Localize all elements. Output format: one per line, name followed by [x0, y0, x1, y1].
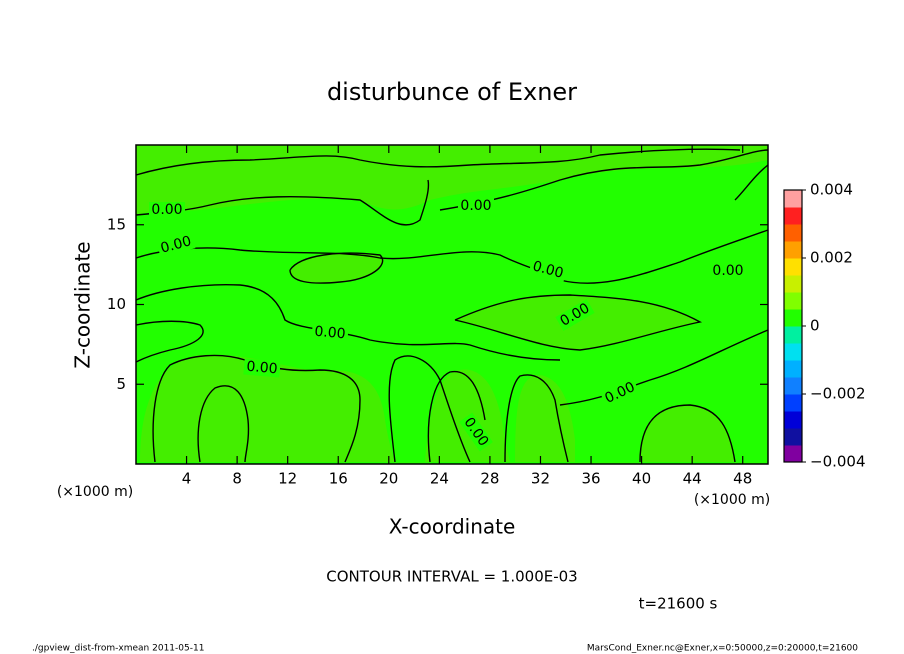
- colorbar-bin: [784, 241, 802, 259]
- x-tick-label: 36: [581, 470, 600, 488]
- colorbar-bin: [784, 411, 802, 429]
- contour-line: [734, 164, 769, 201]
- colorbar-bin: [784, 326, 802, 344]
- colorbar-bin: [784, 360, 802, 378]
- colorbar-bin: [784, 190, 802, 208]
- colorbar-bin: [784, 428, 802, 446]
- contour-line: [388, 355, 471, 463]
- axis-unit: (×1000 m): [57, 484, 133, 500]
- colorbar-bin: [784, 292, 802, 310]
- y-tick-label: 5: [116, 375, 126, 393]
- colorbar-bin: [784, 275, 802, 293]
- x-tick-label: 44: [683, 470, 702, 488]
- x-tick-label: 20: [379, 470, 398, 488]
- contour-label-bg: [459, 412, 493, 452]
- colorbar-bin: [784, 207, 802, 225]
- colorbar-bin: [784, 377, 802, 395]
- colorbar-bin: [784, 343, 802, 361]
- x-tick-label: 28: [480, 470, 499, 488]
- colorbar-tick-label: 0.004: [810, 181, 853, 199]
- x-tick-label: 4: [182, 470, 192, 488]
- y-tick-label: 15: [107, 215, 126, 233]
- x-tick-label: 40: [632, 470, 651, 488]
- x-tick-label: 24: [430, 470, 449, 488]
- contour-label-bg: [243, 358, 281, 378]
- contour-interval: CONTOUR INTERVAL = 1.000E-03: [326, 568, 577, 586]
- x-tick-label: 16: [329, 470, 348, 488]
- contour-label: 0.00: [246, 359, 278, 378]
- contour-label-bg: [311, 323, 349, 343]
- field-region: [640, 405, 735, 462]
- contour-line: [559, 329, 769, 406]
- y-tick-label: 10: [107, 295, 126, 313]
- contour-line: [135, 229, 769, 284]
- footer-left: ./gpview_dist-from-xmean 2011-05-11: [32, 644, 204, 654]
- colorbar-bin: [784, 258, 802, 276]
- x-tick-label: 8: [232, 470, 242, 488]
- footer-right: MarsCond_Exner.nc@Exner,x=0:50000,z=0:20…: [587, 644, 858, 654]
- colorbar-bin: [784, 394, 802, 412]
- colorbar-tick-label: 0.002: [810, 249, 853, 267]
- y-axis-label: Z-coordinate: [71, 241, 95, 368]
- contour-label-bg: [149, 202, 185, 218]
- field-region: [290, 253, 383, 284]
- contour-label-bg: [528, 257, 568, 283]
- contour-line: [197, 385, 250, 463]
- chart-title: disturbunce of Exner: [327, 78, 577, 106]
- contour-label-bg: [710, 263, 746, 279]
- contour-label: 0.00: [151, 202, 182, 218]
- contour-line: [439, 149, 769, 211]
- field-region: [515, 375, 575, 462]
- x-axis-label: X-coordinate: [389, 515, 516, 539]
- colorbar-bin: [784, 224, 802, 242]
- colorbar-tick-label: −0.002: [810, 385, 866, 403]
- contour-label: 0.00: [460, 198, 491, 214]
- axis-unit: (×1000 m): [694, 492, 770, 508]
- contour-line: [135, 320, 204, 363]
- contour-label-bg: [156, 232, 196, 258]
- contour-label-bg: [458, 198, 494, 214]
- x-tick-label: 48: [733, 470, 752, 488]
- contour-line: [639, 404, 736, 463]
- contour-line: [289, 252, 384, 284]
- contour-label: 0.00: [712, 263, 743, 279]
- contour-line: [454, 294, 703, 351]
- colorbar-bin: [784, 445, 802, 463]
- contour-label: 0.00: [159, 233, 193, 257]
- contour-label: 0.00: [531, 258, 565, 282]
- x-tick-label: 32: [531, 470, 550, 488]
- contour-label: 0.00: [314, 324, 346, 343]
- colorbar-tick-label: 0: [810, 317, 820, 335]
- contour-line: [504, 374, 569, 463]
- x-tick-label: 12: [278, 470, 297, 488]
- contour-label-bg: [555, 299, 595, 331]
- contour-label-bg: [600, 378, 640, 408]
- field-region: [140, 354, 395, 462]
- colorbar-bin: [784, 309, 802, 327]
- colorbar-tick-label: −0.004: [810, 453, 866, 471]
- time-label: t=21600 s: [639, 595, 718, 613]
- plot-area: 0.000.000.000.000.000.000.000.000.000.00: [135, 145, 769, 464]
- contour-line: [427, 370, 486, 463]
- contour-line: [135, 179, 430, 226]
- contour-line: [135, 148, 741, 176]
